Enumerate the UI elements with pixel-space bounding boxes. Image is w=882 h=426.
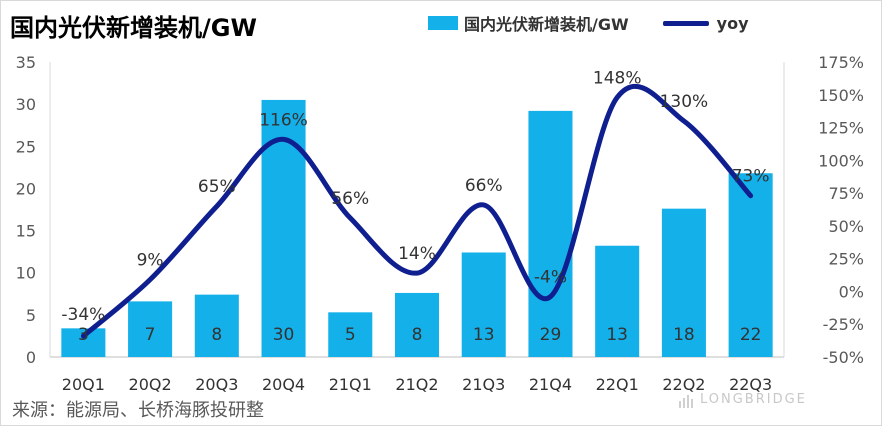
line-data-label: 9% — [137, 251, 164, 271]
legend: 国内光伏新增装机/GW yoy — [428, 12, 749, 34]
x-tick-label: 22Q3 — [729, 375, 772, 394]
bar-data-label: 18 — [673, 325, 695, 345]
y-left-tick-label: 30 — [16, 95, 36, 114]
line-data-label: 116% — [259, 110, 308, 130]
bar-data-label: 8 — [211, 325, 222, 345]
y-left-tick-label: 10 — [16, 264, 36, 283]
x-tick-label: 22Q1 — [596, 375, 639, 394]
x-tick-label: 21Q2 — [395, 375, 438, 394]
y-right-tick-label: -25% — [823, 315, 864, 334]
y-right-tick-label: 25% — [828, 250, 864, 269]
y-left-tick-label: 25 — [16, 137, 36, 156]
y-right-tick-label: 100% — [818, 151, 864, 170]
line-data-label: 56% — [331, 189, 369, 209]
x-tick-label: 21Q4 — [529, 375, 572, 394]
x-tick-label: 20Q1 — [62, 375, 105, 394]
bar-data-label: 5 — [345, 325, 356, 345]
bar-data-label: 8 — [412, 325, 423, 345]
bar — [528, 110, 573, 357]
line-data-label: -34% — [61, 305, 105, 325]
line-data-label: 66% — [465, 176, 503, 196]
brand-watermark: LONGBRIDGE — [700, 392, 807, 407]
source-note: 来源：能源局、长桥海豚投研整 — [12, 400, 264, 421]
x-tick-label: 20Q2 — [129, 375, 172, 394]
line-data-label: 65% — [198, 177, 236, 197]
bar — [328, 312, 373, 357]
bar — [461, 252, 506, 357]
bar — [595, 245, 640, 357]
y-left-tick-label: 20 — [16, 179, 36, 198]
legend-line-swatch — [662, 20, 709, 26]
legend-bar-swatch — [428, 16, 458, 30]
y-right-tick-label: 50% — [828, 217, 864, 236]
line-data-label: 14% — [398, 244, 436, 264]
bar-data-label: 13 — [473, 325, 495, 345]
bar-data-label: 3 — [78, 325, 89, 345]
y-left-tick-label: 5 — [26, 306, 36, 325]
x-tick-label: 22Q2 — [662, 375, 705, 394]
x-tick-label: 21Q3 — [462, 375, 505, 394]
bar — [661, 208, 706, 357]
legend-bar-label: 国内光伏新增装机/GW — [464, 15, 629, 34]
bar — [728, 173, 773, 357]
bar-data-label: 13 — [606, 325, 628, 345]
line-data-label: 148% — [593, 68, 642, 88]
x-tick-label: 20Q4 — [262, 375, 305, 394]
y-right-tick-label: 175% — [818, 53, 864, 72]
bar-data-label: 7 — [145, 325, 156, 345]
y-right-tick-label: 75% — [828, 184, 864, 203]
chart-title: 国内光伏新增装机/GW — [10, 14, 257, 42]
line-data-label: -4% — [534, 268, 567, 288]
y-right-tick-label: 0% — [839, 282, 864, 301]
y-left-tick-label: 15 — [16, 222, 36, 241]
bar — [128, 301, 173, 357]
legend-line-label: yoy — [716, 13, 749, 33]
y-right-tick-label: 150% — [818, 86, 864, 105]
bar — [394, 292, 440, 357]
bar — [194, 294, 239, 357]
x-tick-label: 20Q3 — [195, 375, 238, 394]
bar-data-label: 22 — [740, 325, 762, 345]
bar-data-label: 30 — [273, 325, 295, 345]
longbridge-logo-icon — [679, 395, 693, 408]
y-left-tick-label: 35 — [16, 53, 36, 72]
bar-data-label: 29 — [540, 325, 562, 345]
y-right-tick-label: 125% — [818, 119, 864, 138]
line-data-label: 130% — [660, 92, 709, 112]
x-tick-label: 21Q1 — [329, 375, 372, 394]
line-data-label: 73% — [732, 167, 770, 187]
yoy-line — [80, 83, 754, 339]
y-left-tick-label: 0 — [26, 348, 36, 367]
y-right-tick-label: -50% — [823, 348, 864, 367]
